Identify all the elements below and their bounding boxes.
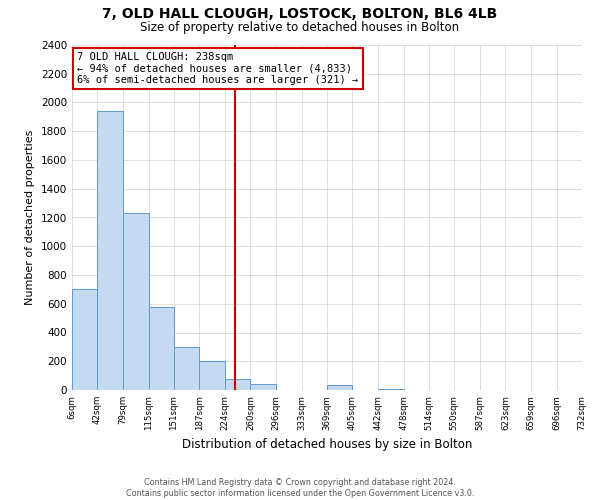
Text: Contains HM Land Registry data © Crown copyright and database right 2024.
Contai: Contains HM Land Registry data © Crown c… xyxy=(126,478,474,498)
Bar xyxy=(250,384,276,390)
Y-axis label: Number of detached properties: Number of detached properties xyxy=(25,130,35,305)
Bar xyxy=(72,290,97,390)
Bar xyxy=(225,378,250,390)
X-axis label: Distribution of detached houses by size in Bolton: Distribution of detached houses by size … xyxy=(182,438,472,451)
Bar xyxy=(327,385,352,390)
Bar xyxy=(174,347,199,390)
Bar xyxy=(199,361,225,390)
Text: Size of property relative to detached houses in Bolton: Size of property relative to detached ho… xyxy=(140,21,460,34)
Bar xyxy=(378,388,404,390)
Text: 7 OLD HALL CLOUGH: 238sqm
← 94% of detached houses are smaller (4,833)
6% of sem: 7 OLD HALL CLOUGH: 238sqm ← 94% of detac… xyxy=(77,52,358,85)
Bar xyxy=(123,213,149,390)
Bar xyxy=(149,308,174,390)
Text: 7, OLD HALL CLOUGH, LOSTOCK, BOLTON, BL6 4LB: 7, OLD HALL CLOUGH, LOSTOCK, BOLTON, BL6… xyxy=(103,8,497,22)
Bar xyxy=(97,111,123,390)
